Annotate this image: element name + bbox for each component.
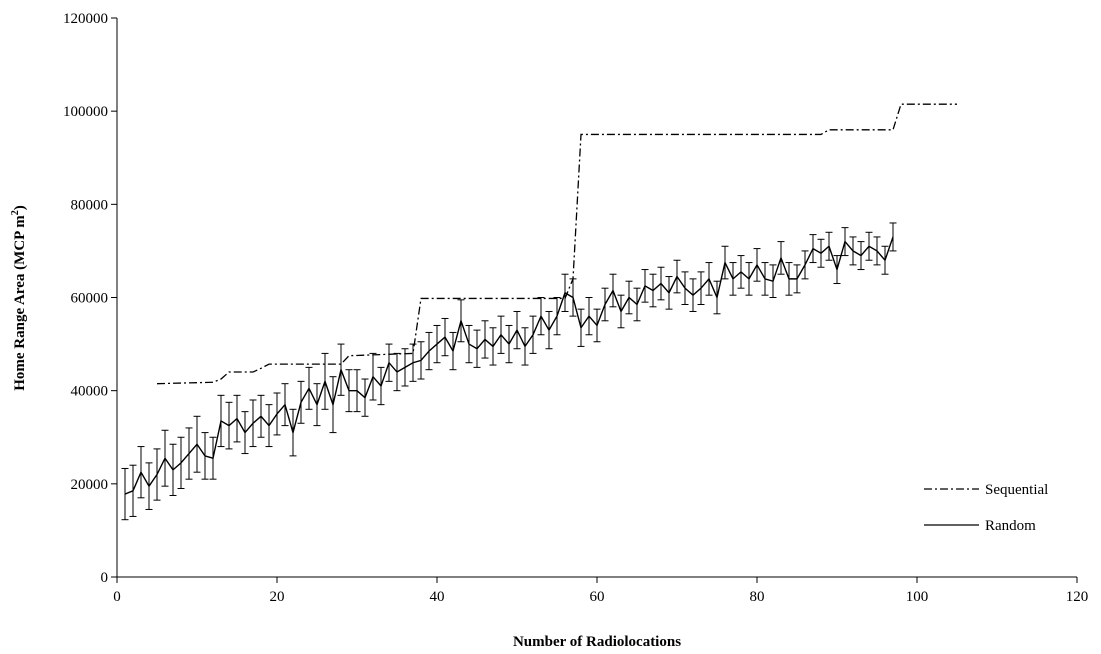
random-line [124, 236, 894, 495]
y-axis-title-main: Home Range Area (MCP m [12, 215, 28, 391]
x-tick-label: 80 [750, 589, 765, 605]
x-ticks: 0 20 40 60 80 100 120 [113, 577, 1088, 605]
y-tick-label: 80000 [71, 197, 109, 213]
x-axis-title: Number of Radiolocations [513, 634, 681, 650]
legend-label-random: Random [985, 518, 1036, 534]
y-tick-label: 100000 [63, 104, 108, 120]
y-tick-label: 0 [101, 570, 109, 586]
y-tick-label: 120000 [63, 11, 108, 27]
y-axis-title-close: ) [12, 205, 28, 210]
legend: Sequential Random [924, 482, 1048, 534]
y-ticks: 0 20000 40000 60000 80000 100000 120000 [63, 11, 117, 586]
y-tick-label: 40000 [71, 384, 109, 400]
y-tick-label: 20000 [71, 477, 109, 493]
series-sequential [156, 103, 957, 385]
series-random [121, 222, 897, 521]
x-tick-label: 0 [113, 589, 121, 605]
axes [116, 18, 1077, 578]
sequential-line [156, 103, 957, 385]
x-tick-label: 60 [590, 589, 605, 605]
x-tick-label: 40 [430, 589, 445, 605]
x-tick-label: 120 [1066, 589, 1089, 605]
y-axis-title-superscript: 2 [10, 210, 21, 215]
y-tick-label: 60000 [71, 291, 109, 307]
x-tick-label: 100 [906, 589, 929, 605]
x-tick-label: 20 [270, 589, 285, 605]
legend-label-sequential: Sequential [985, 482, 1048, 498]
y-axis-title: Home Range Area (MCP m2) [10, 205, 28, 391]
